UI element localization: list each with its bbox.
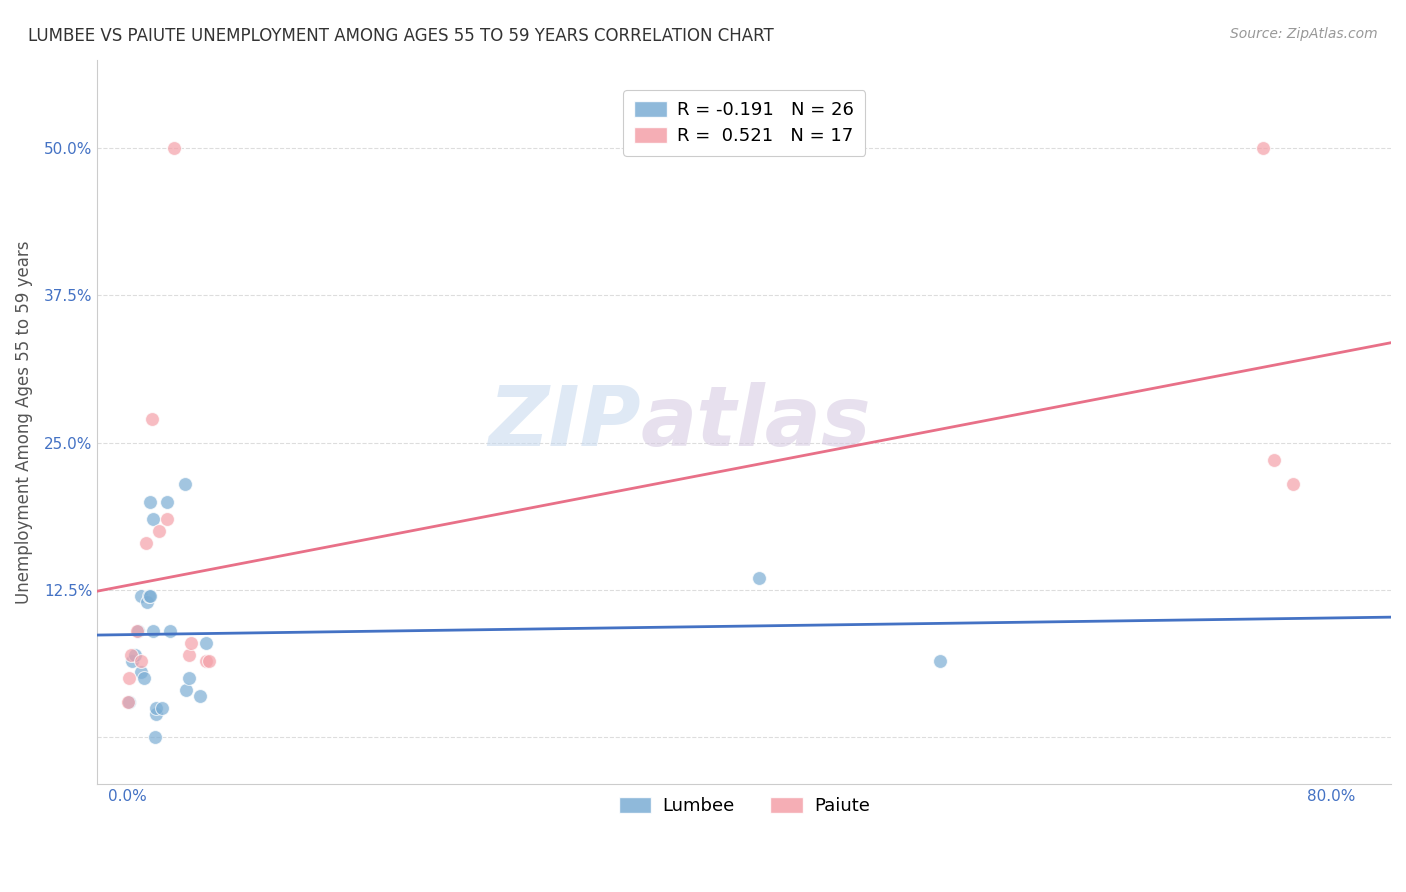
Y-axis label: Unemployment Among Ages 55 to 59 years: Unemployment Among Ages 55 to 59 years	[15, 240, 32, 604]
Point	[129, 665, 152, 680]
Point	[120, 648, 142, 662]
Point	[188, 689, 211, 703]
Point	[197, 654, 219, 668]
Point	[127, 624, 149, 639]
Text: atlas: atlas	[641, 382, 872, 463]
Point	[141, 412, 163, 426]
Point	[145, 701, 167, 715]
Point	[136, 595, 159, 609]
Point	[139, 589, 162, 603]
Legend: Lumbee, Paiute: Lumbee, Paiute	[607, 786, 880, 826]
Point	[159, 624, 181, 639]
Point	[129, 589, 152, 603]
Point	[194, 636, 217, 650]
Point	[124, 648, 146, 662]
Point	[125, 624, 148, 639]
Point	[118, 671, 141, 685]
Point	[142, 512, 165, 526]
Point	[194, 654, 217, 668]
Point	[156, 512, 179, 526]
Point	[1282, 476, 1305, 491]
Point	[174, 683, 197, 698]
Text: ZIP: ZIP	[488, 382, 641, 463]
Point	[118, 695, 141, 709]
Point	[179, 648, 201, 662]
Text: LUMBEE VS PAIUTE UNEMPLOYMENT AMONG AGES 55 TO 59 YEARS CORRELATION CHART: LUMBEE VS PAIUTE UNEMPLOYMENT AMONG AGES…	[28, 27, 773, 45]
Point	[156, 494, 179, 508]
Point	[121, 654, 143, 668]
Point	[132, 671, 155, 685]
Point	[173, 476, 195, 491]
Point	[928, 654, 950, 668]
Point	[180, 636, 202, 650]
Point	[1263, 453, 1285, 467]
Point	[748, 571, 770, 585]
Point	[150, 701, 173, 715]
Point	[1251, 141, 1274, 155]
Point	[179, 671, 201, 685]
Point	[135, 536, 157, 550]
Point	[148, 524, 170, 538]
Point	[163, 141, 186, 155]
Point	[117, 695, 139, 709]
Point	[145, 706, 167, 721]
Point	[142, 624, 165, 639]
Point	[139, 494, 162, 508]
Point	[143, 731, 166, 745]
Point	[129, 654, 152, 668]
Text: Source: ZipAtlas.com: Source: ZipAtlas.com	[1230, 27, 1378, 41]
Point	[138, 589, 160, 603]
